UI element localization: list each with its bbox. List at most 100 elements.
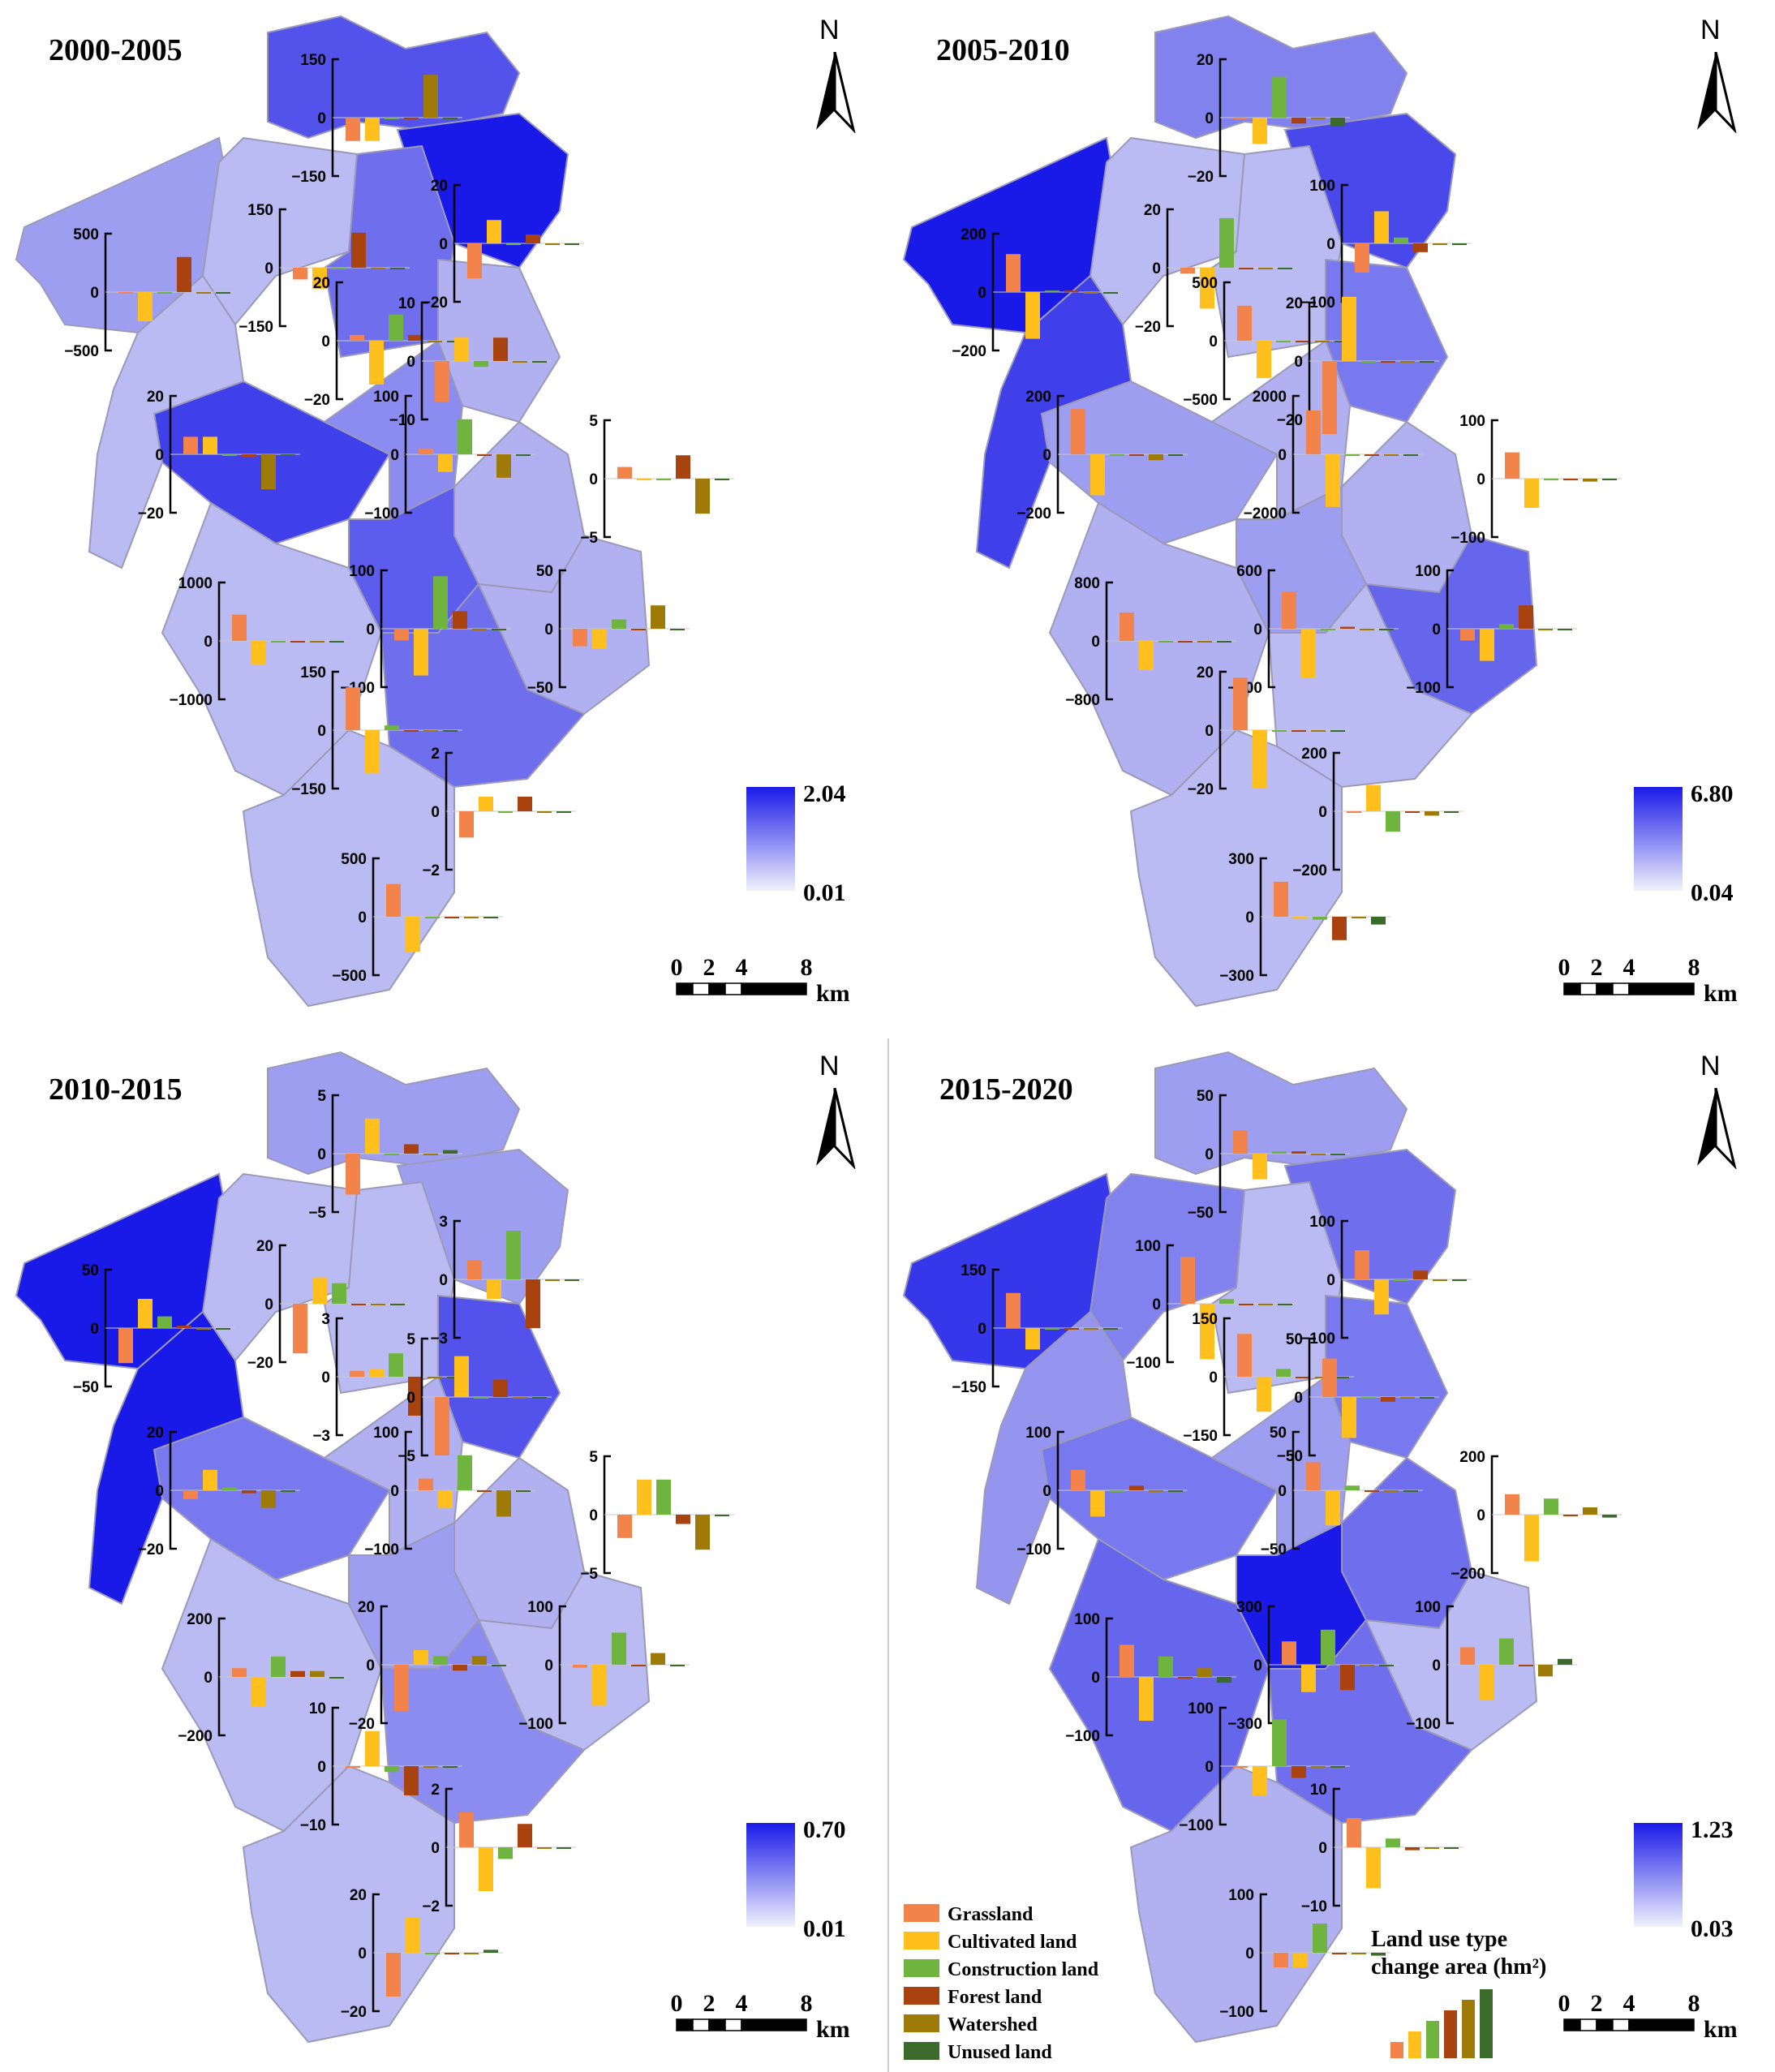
tick-label: 20 [1144, 202, 1161, 219]
bar-watershed [196, 1328, 211, 1330]
bar-forest-land [404, 1766, 419, 1795]
bar-grassland [350, 334, 364, 341]
bar-construction-land [498, 811, 513, 813]
legend-swatch-watershed [904, 2014, 939, 2032]
bar-grassland [350, 1370, 364, 1377]
north-arrow-icon [1697, 52, 1737, 133]
tick-label: −100 [1219, 2004, 1254, 2021]
bar-grassland [1237, 1334, 1252, 1377]
tick-label: 0 [90, 1321, 99, 1338]
tick-label: 200 [187, 1611, 213, 1628]
legend-size-bar [1408, 2031, 1421, 2058]
tick-label: 0 [978, 1321, 986, 1338]
legend-size-bar [1462, 2000, 1475, 2058]
tick-label: −1000 [170, 692, 213, 709]
bar-watershed [545, 1279, 560, 1281]
bar-unused-land [329, 641, 344, 643]
bar-cultivated-land [592, 1665, 607, 1706]
bar-grassland [1282, 591, 1296, 629]
bar-cultivated-land [406, 917, 420, 952]
tick-label: 0 [1278, 1483, 1287, 1500]
bar-construction-land [1386, 811, 1400, 832]
bar-cultivated-land [1253, 1154, 1267, 1180]
region-bar-chart: 150 0 −150 [291, 52, 462, 186]
tick-label: 0 [1205, 723, 1214, 740]
bar-grassland [1071, 409, 1085, 454]
bar-grassland [459, 1812, 474, 1847]
region-bar-chart: 150 0 −150 [1183, 1311, 1354, 1445]
region-bar-chart: 20 0 −20 [247, 1238, 410, 1372]
region-polygon [242, 1765, 455, 2044]
bar-cultivated-land [1025, 1328, 1040, 1350]
tick-label: 600 [1236, 563, 1262, 580]
region-polygon [242, 729, 455, 1008]
bar-cultivated-land [312, 268, 327, 290]
tick-label: 0 [1253, 1657, 1262, 1674]
tick-label: 10 [398, 295, 415, 312]
tick-label: −20 [341, 2004, 367, 2021]
tick-label: 0 [204, 634, 213, 651]
north-label: N [1700, 1051, 1721, 1081]
tick-label: 0 [1205, 1759, 1214, 1776]
tick-label: 500 [73, 226, 99, 243]
scale-tick-label: 2 [1591, 1990, 1603, 2017]
tick-label: 0 [1205, 1146, 1214, 1163]
region-polygon [1129, 729, 1343, 1008]
bar-unused-land [1371, 917, 1386, 925]
tick-label: 0 [390, 1483, 399, 1500]
tick-label: 5 [317, 1088, 326, 1105]
bar-unused-land [1168, 1490, 1183, 1492]
north-arrow-icon [1697, 1088, 1737, 1169]
tick-label: 300 [1236, 1599, 1262, 1616]
bar-construction-land [1272, 1719, 1287, 1766]
region-bar-chart: 800 0 −800 [1065, 575, 1236, 709]
bar-watershed [1311, 730, 1326, 732]
tick-label: 0 [589, 471, 598, 488]
bar-construction-land [474, 361, 488, 368]
bar-cultivated-land [1374, 1279, 1389, 1315]
region-polygon [1154, 1051, 1408, 1176]
bar-grassland [232, 614, 247, 641]
bar-grassland [293, 1304, 307, 1354]
region-bar-chart: 20 0 −20 [138, 1425, 300, 1558]
bar-construction-land [385, 725, 399, 730]
bar-grassland [419, 1478, 433, 1490]
bar-watershed [1311, 118, 1326, 119]
region-bar-chart: 20 0 −20 [1188, 52, 1350, 186]
bar-watershed [695, 479, 710, 514]
bar-unused-land [390, 1304, 405, 1305]
bar-unused-land [532, 361, 547, 363]
region-bar-chart: 20 0 −20 [349, 1599, 511, 1733]
tick-label: 100 [1415, 563, 1441, 580]
tick-label: 0 [978, 285, 986, 302]
bar-cultivated-land [365, 730, 380, 773]
bar-construction-land [222, 454, 237, 456]
bar-construction-land [1045, 1328, 1059, 1330]
tick-label: −100 [364, 505, 399, 522]
bar-construction-land [1219, 217, 1234, 268]
tick-label: 500 [1192, 275, 1218, 292]
region-bar-chart: 5 0 −5 [580, 413, 734, 547]
tick-label: −200 [1451, 1566, 1485, 1583]
legend-label: Grassland [948, 1904, 1034, 1925]
tick-label: 0 [1326, 1272, 1335, 1289]
bar-unused-land [492, 629, 506, 630]
bar-unused-land [443, 1150, 458, 1154]
bar-forest-land [404, 1144, 419, 1154]
bar-cultivated-land [438, 1490, 453, 1508]
bar-construction-land [1361, 1397, 1376, 1399]
region-bar-chart: 100 0 −100 [364, 1425, 535, 1558]
legend-max: 6.80 [1691, 780, 1734, 807]
choropleth-map: 50−530−3500−50200−2030−350−5200−201000−1… [15, 1051, 850, 2044]
tick-label: −10 [389, 412, 415, 429]
bar-construction-land [1321, 1629, 1335, 1665]
bar-grassland [1460, 1647, 1475, 1665]
bar-construction-land [425, 917, 440, 918]
bar-cultivated-land [1342, 1397, 1356, 1438]
region-bar-chart: 3 0 −3 [430, 1214, 584, 1348]
bar-watershed [423, 75, 438, 118]
tick-label: 100 [1415, 1599, 1441, 1616]
bar-watershed [1084, 1328, 1098, 1330]
bar-grassland [232, 1668, 247, 1677]
bar-construction-land [1219, 1299, 1234, 1304]
